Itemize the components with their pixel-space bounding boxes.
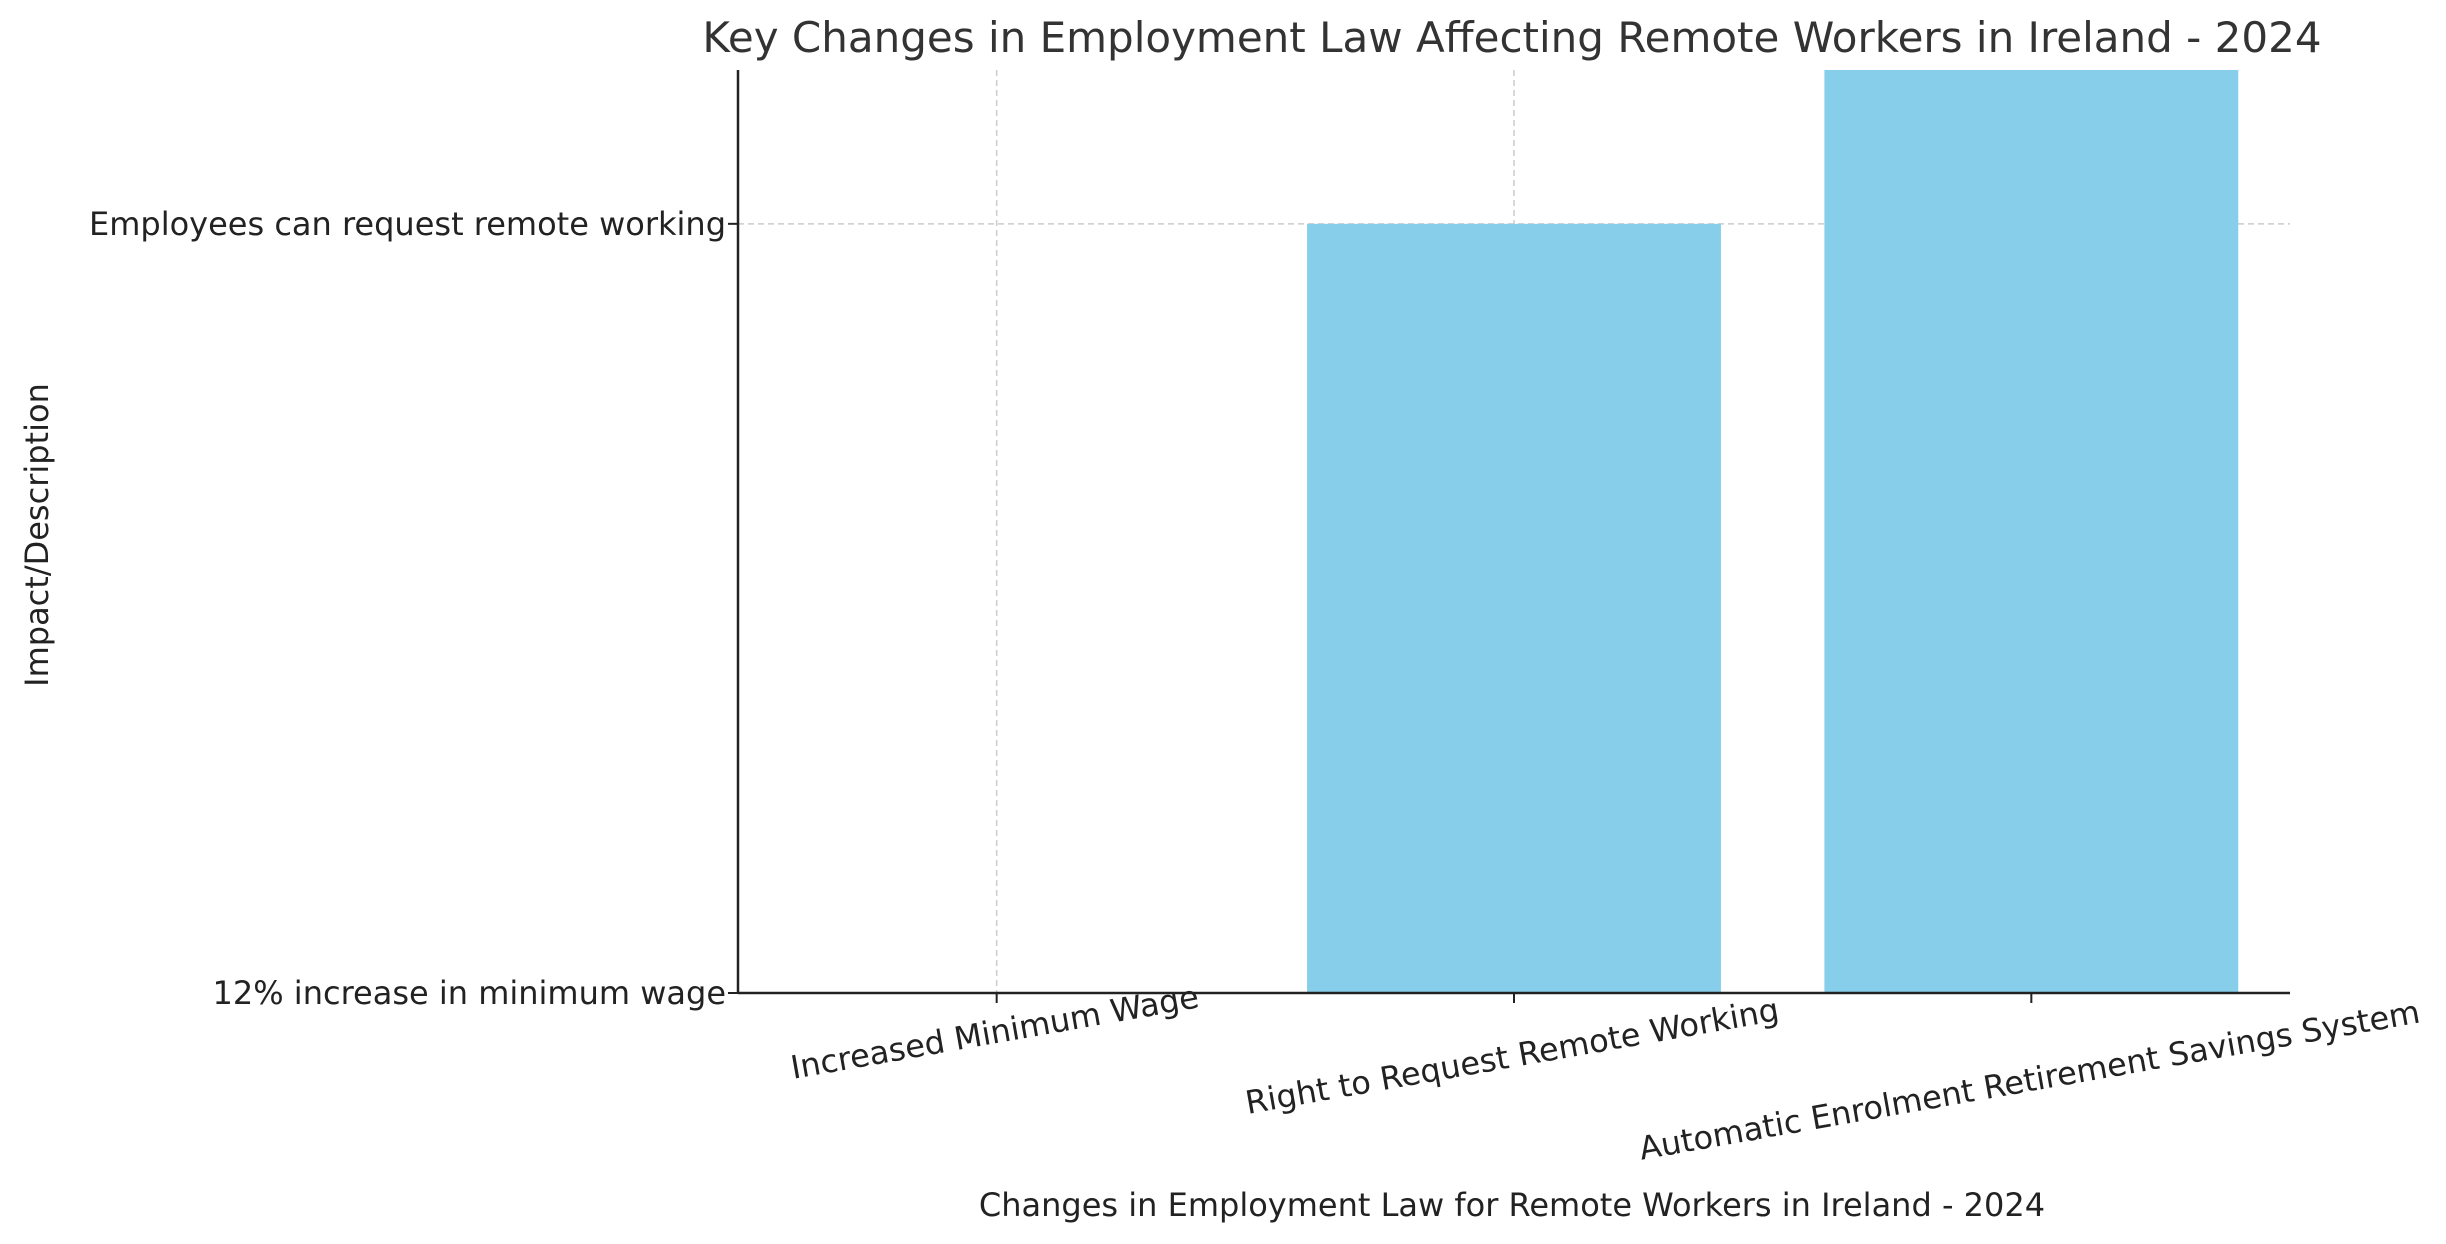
x-axis-title: Changes in Employment Law for Remote Wor… xyxy=(979,1186,2045,1224)
bar xyxy=(1307,223,1721,994)
y-tick-label: Employees can request remote working xyxy=(89,205,726,243)
y-tick-label: 12% increase in minimum wage xyxy=(213,974,727,1012)
bar-layer xyxy=(1307,70,2239,994)
axis-layer xyxy=(728,70,2290,1003)
chart-title: Key Changes in Employment Law Affecting … xyxy=(702,13,2321,62)
x-tick-label: Right to Request Remote Working xyxy=(1242,990,1781,1121)
y-axis-title: Impact/Description xyxy=(18,383,56,687)
bar xyxy=(1824,70,2239,993)
